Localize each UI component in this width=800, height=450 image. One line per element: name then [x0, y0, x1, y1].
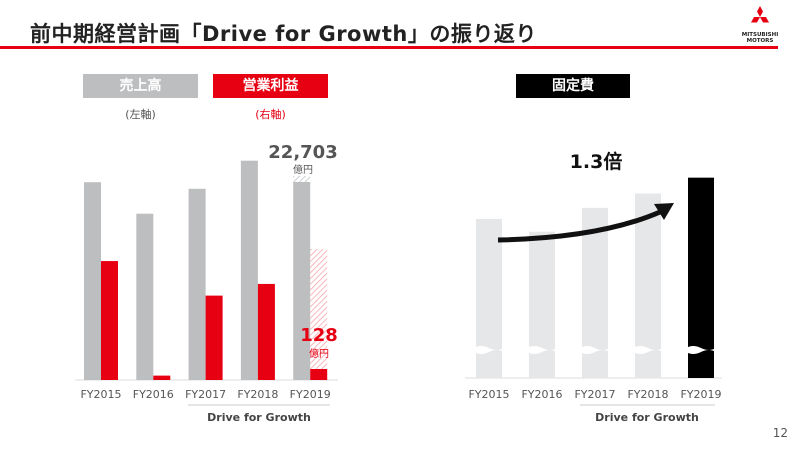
growth-arrow	[497, 209, 661, 243]
axis-break-mark	[474, 346, 504, 354]
legend-sales: 売上高	[83, 74, 198, 98]
axis-break-mark	[527, 346, 557, 354]
growth-arrow-head	[654, 203, 674, 220]
profit-annotation-unit: 億円	[309, 347, 329, 360]
fixed-cost-bar	[476, 219, 502, 378]
x-tick-label: FY2016	[133, 388, 174, 401]
profit-bar	[257, 283, 275, 380]
sales-bar	[84, 182, 101, 380]
legend-fixed-costs: 固定費	[516, 74, 630, 98]
legend-sales-axis: (左軸)	[125, 108, 156, 121]
profit-bar	[310, 369, 328, 380]
mitsubishi-motors-logo: MITSUBISHI MOTORS	[735, 6, 785, 44]
legend-operating-profit: 営業利益	[213, 74, 328, 98]
x-tick-label: FY2019	[290, 388, 331, 401]
profit-bar	[153, 375, 171, 380]
sales-annotation-unit: 億円	[293, 163, 313, 176]
multiplier-label: 1.3倍	[570, 150, 623, 173]
fixed-cost-bar	[688, 177, 714, 378]
sales-annotation-value: 22,703	[268, 142, 337, 163]
x-tick-label: FY2019	[680, 388, 721, 401]
bracket-label-left: Drive for Growth	[207, 411, 311, 424]
title-underline	[0, 46, 778, 49]
x-tick-label: FY2015	[80, 388, 121, 401]
axis-break-mark	[580, 346, 610, 354]
legend-profit-axis: (右軸)	[255, 108, 286, 121]
x-tick-label: FY2018	[237, 388, 278, 401]
bracket-label-right: Drive for Growth	[595, 411, 699, 424]
sales-bar	[188, 188, 206, 380]
profit-bar	[205, 295, 223, 380]
x-tick-label: FY2017	[574, 388, 615, 401]
x-tick-label: FY2018	[627, 388, 668, 401]
sales-bar	[136, 213, 154, 380]
profit-annotation-value: 128	[300, 325, 338, 346]
page-title: 前中期経営計画「Drive for Growth」の振り返り	[30, 22, 537, 46]
axis-break-mark	[633, 346, 663, 354]
sales-bar	[240, 160, 258, 380]
profit-bar-plan-hatched	[310, 249, 328, 369]
axis-break-mark	[686, 346, 716, 354]
sales-bar-hatched	[293, 176, 311, 184]
sales-bar	[293, 182, 311, 380]
x-tick-label: FY2016	[521, 388, 562, 401]
fixed-cost-bar	[529, 231, 555, 378]
x-tick-label: FY2015	[468, 388, 509, 401]
profit-bar	[101, 261, 118, 380]
three-diamonds-icon	[751, 6, 769, 23]
x-tick-label: FY2017	[185, 388, 226, 401]
page-number: 12	[772, 426, 788, 440]
